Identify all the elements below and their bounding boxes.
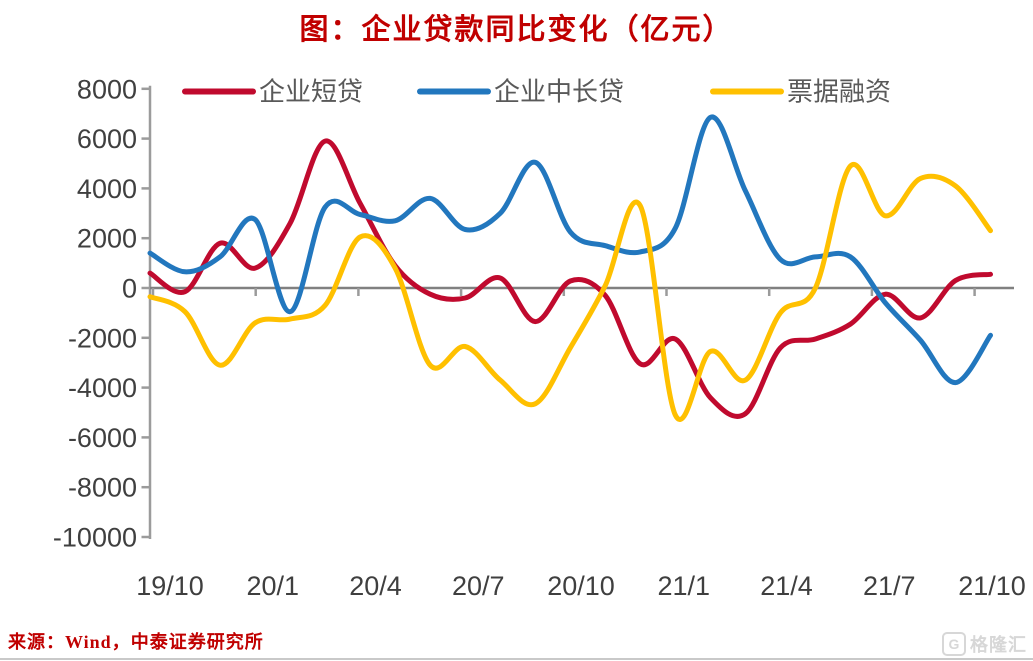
series-line-1 [147,114,993,386]
legend-label-1: 企业中长贷 [494,78,624,107]
x-tick-label: 20/10 [547,571,615,601]
x-tick-label: 21/10 [958,571,1026,601]
y-tick-label: -6000 [68,423,137,453]
y-tick-label: 2000 [77,224,137,254]
x-tick-label: 21/4 [760,571,813,601]
x-tick-label: 20/4 [349,571,402,601]
y-tick-label: 6000 [77,124,137,154]
bottom-divider [0,658,1033,660]
legend-label-2: 票据融资 [787,78,891,107]
legend-label-0: 企业短贷 [259,78,363,107]
y-tick-label: 4000 [77,174,137,204]
source-note: 来源：Wind，中泰证券研究所 [8,632,264,652]
y-tick-label: -2000 [68,323,137,353]
x-tick-label: 21/1 [657,571,710,601]
x-tick-label: 21/7 [863,571,916,601]
series-line-0 [147,138,993,419]
x-tick-label: 20/7 [452,571,505,601]
loan-yoy-line-chart: 8000 6000 4000 2000 0 -2000 -4000 -6000 -8000 -10… [53,74,1026,601]
y-tick-label: -8000 [68,473,137,503]
x-tick-label: 20/1 [246,571,299,601]
gelonghui-logo-icon: G [942,632,966,656]
y-tick-label: 0 [122,274,137,304]
y-tick-label: 8000 [77,74,137,104]
gelonghui-watermark: G 格隆汇 [942,631,1027,657]
series-line-2 [147,161,993,422]
x-tick-label: 19/10 [136,571,204,601]
gelonghui-logo-text: 格隆汇 [970,635,1027,655]
chart-title: 图：企业贷款同比变化（亿元） [299,14,734,46]
y-tick-label: -10000 [53,523,137,553]
y-tick-label: -4000 [68,373,137,403]
